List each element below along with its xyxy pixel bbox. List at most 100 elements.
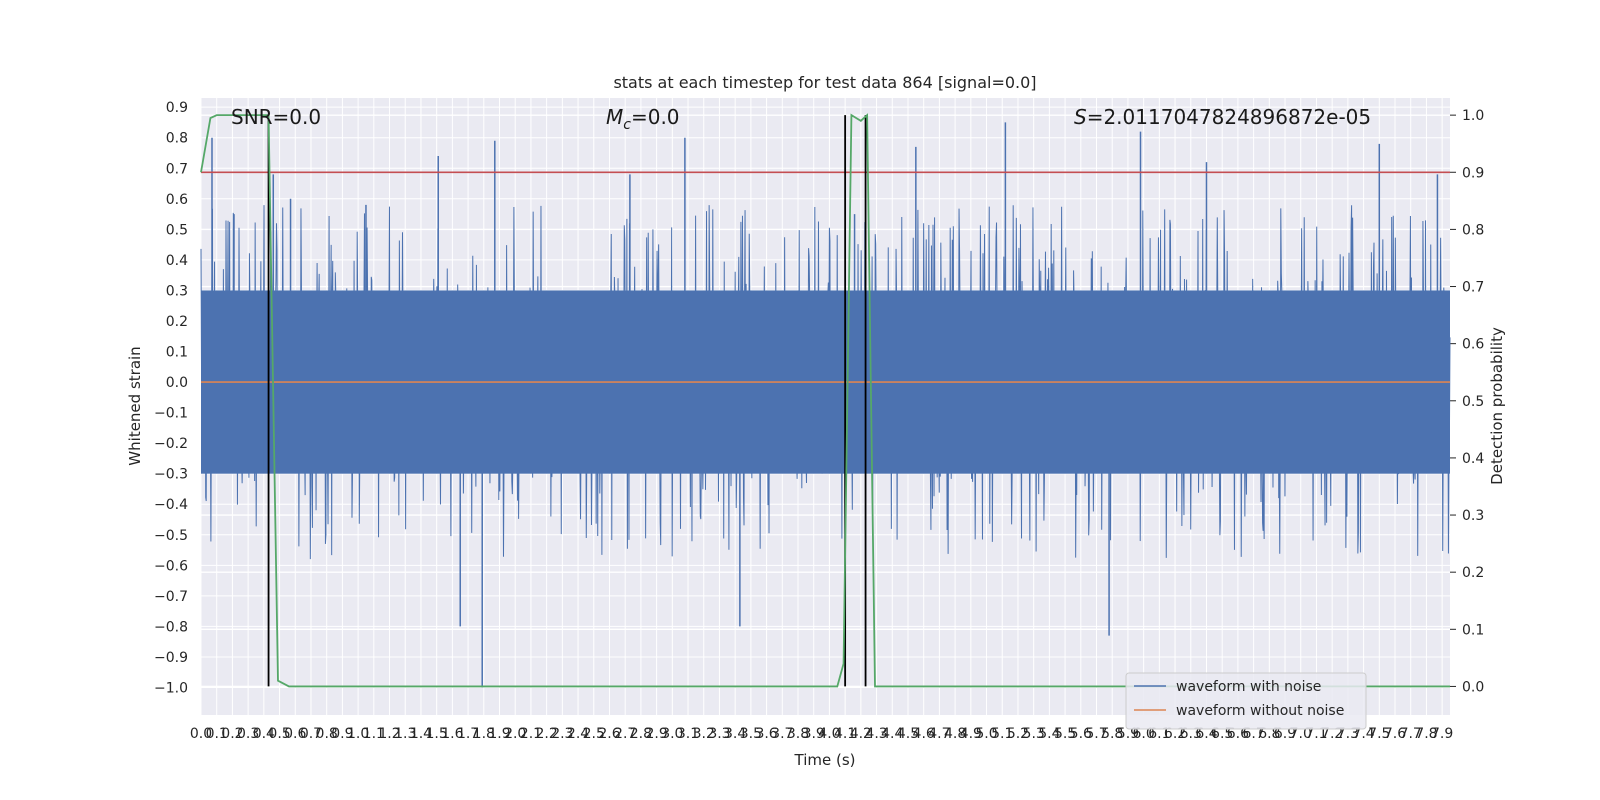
- x-tick-label: 7.4: [1352, 726, 1374, 742]
- y-tick-label-left: 0.3: [166, 283, 188, 299]
- y-tick-label-left: 0.5: [166, 222, 188, 238]
- y-tick-label-left: −0.2: [154, 436, 188, 452]
- x-tick-label: 3.3: [708, 726, 730, 742]
- x-tick-label: 2.8: [630, 726, 652, 742]
- x-tick-label: 2.6: [598, 726, 620, 742]
- series-line-detection-probability: [200, 113, 1450, 688]
- x-tick-label: 7.3: [1337, 726, 1359, 742]
- x-tick-label: 4.9: [960, 726, 982, 742]
- x-tick-label: 1.0: [347, 726, 369, 742]
- y-tick-label-right: 1.0: [1462, 108, 1484, 124]
- x-tick-label: 6.4: [1195, 726, 1217, 742]
- x-tick-label: 7.5: [1368, 726, 1390, 742]
- x-tick-label: 3.0: [661, 726, 683, 742]
- y-tick-label-left: 0.4: [166, 253, 188, 269]
- y-tick-label-right: 0.7: [1462, 280, 1484, 296]
- x-tick-label: 4.6: [913, 726, 935, 742]
- x-tick-label: 3.5: [740, 726, 762, 742]
- annotation-snr: SNR=0.0: [231, 105, 321, 129]
- x-tick-label: 3.2: [693, 726, 715, 742]
- y-tick-label-left: −0.1: [154, 406, 188, 422]
- x-tick-label: 4.7: [928, 726, 950, 742]
- y-tick-labels-right: 1.0 0.9 0.8 0.7 0.6 0.5 0.4 0.3 0.2 0.1 0.0: [1462, 108, 1484, 695]
- x-tick-label: 4.5: [897, 726, 919, 742]
- x-tick-label: 2.4: [567, 726, 589, 742]
- x-tick-label: 6.8: [1258, 726, 1280, 742]
- x-tick-label: 4.0: [818, 726, 840, 742]
- x-tick-label: 5.0: [975, 726, 997, 742]
- x-tick-label: 3.1: [677, 726, 699, 742]
- x-tick-label: 3.7: [771, 726, 793, 742]
- x-tick-label: 2.7: [614, 726, 636, 742]
- y-tick-label-left: −0.9: [154, 650, 188, 666]
- x-tick-labels: 0.00.10.20.30.40.50.60.70.80.91.01.11.21…: [190, 726, 1453, 742]
- x-axis-label: Time (s): [794, 751, 856, 769]
- x-tick-label: 6.6: [1227, 726, 1249, 742]
- x-tick-label: 6.3: [1180, 726, 1202, 742]
- x-tick-label: 2.5: [583, 726, 605, 742]
- y-tick-label-right: 0.9: [1462, 165, 1484, 181]
- x-tick-label: 5.2: [1007, 726, 1029, 742]
- x-tick-label: 1.9: [488, 726, 510, 742]
- annotation-chirp-mass-value: =0.0: [631, 105, 680, 129]
- x-tick-label: 5.4: [1038, 726, 1060, 742]
- annotation-s: S=2.0117047824896872e-05: [1074, 105, 1371, 129]
- x-tick-label: 6.1: [1148, 726, 1170, 742]
- annotation-chirp-mass-subscript: c: [623, 117, 631, 133]
- y-tick-label-left: 0.2: [166, 314, 188, 330]
- x-tick-label: 0.7: [300, 726, 322, 742]
- x-tick-label: 0.0: [190, 726, 212, 742]
- y-tick-label-left: −1.0: [154, 681, 188, 697]
- x-tick-label: 6.5: [1211, 726, 1233, 742]
- annotation-chirp-mass-symbol: M: [606, 105, 623, 129]
- y-tick-label-left: −0.8: [154, 619, 188, 635]
- x-tick-label: 3.8: [787, 726, 809, 742]
- x-tick-label: 4.3: [865, 726, 887, 742]
- x-tick-label: 7.2: [1321, 726, 1343, 742]
- y-axis-label-left: Whitened strain: [126, 346, 144, 465]
- x-tick-label: 5.3: [1023, 726, 1045, 742]
- y-tick-label-right: 0.3: [1462, 508, 1484, 524]
- y-tick-label-right: 0.6: [1462, 337, 1484, 353]
- x-tick-label: 5.1: [991, 726, 1013, 742]
- annotation-chirp-mass: Mc=0.0: [606, 105, 680, 133]
- y-tick-label-right: 0.1: [1462, 622, 1484, 638]
- x-tick-label: 0.1: [206, 726, 228, 742]
- x-tick-label: 4.4: [881, 726, 903, 742]
- y-tick-label-left: 0.6: [166, 192, 188, 208]
- x-tick-label: 5.7: [1085, 726, 1107, 742]
- y-tick-label-left: 0.9: [166, 100, 188, 116]
- y-tick-label-left: 0.7: [166, 161, 188, 177]
- y-tick-label-right: 0.0: [1462, 679, 1484, 695]
- annotation-s-value: =2.0117047824896872e-05: [1087, 105, 1371, 129]
- y-tick-label-left: 0.8: [166, 131, 188, 147]
- x-tick-label: 4.2: [850, 726, 872, 742]
- y-tick-label-right: 0.4: [1462, 451, 1484, 467]
- x-tick-label: 2.0: [504, 726, 526, 742]
- x-tick-label: 6.9: [1274, 726, 1296, 742]
- legend: waveform with noise waveform without noi…: [1125, 672, 1367, 730]
- x-tick-label: 7.7: [1400, 726, 1422, 742]
- x-tick-label: 0.6: [284, 726, 306, 742]
- x-tick-label: 1.5: [426, 726, 448, 742]
- chart-title: stats at each timestep for test data 864…: [613, 73, 1036, 92]
- x-tick-label: 3.9: [803, 726, 825, 742]
- x-tick-label: 2.2: [536, 726, 558, 742]
- x-tick-label: 6.0: [1133, 726, 1155, 742]
- x-tick-label: 1.4: [410, 726, 432, 742]
- legend-label-waveform-without-noise: waveform without noise: [1176, 703, 1344, 719]
- y-axis-label-right: Detection probability: [1488, 327, 1506, 485]
- x-tick-label: 5.8: [1101, 726, 1123, 742]
- y-tick-label-left: −0.5: [154, 528, 188, 544]
- x-tick-label: 6.2: [1164, 726, 1186, 742]
- x-tick-label: 4.8: [944, 726, 966, 742]
- x-tick-label: 3.4: [724, 726, 746, 742]
- x-tick-label: 1.6: [441, 726, 463, 742]
- x-tick-label: 7.8: [1415, 726, 1437, 742]
- x-tick-label: 0.3: [237, 726, 259, 742]
- y-tick-label-right: 0.2: [1462, 565, 1484, 581]
- x-tick-label: 0.4: [253, 726, 275, 742]
- y-tick-label-left: −0.3: [154, 467, 188, 483]
- x-tick-label: 5.5: [1054, 726, 1076, 742]
